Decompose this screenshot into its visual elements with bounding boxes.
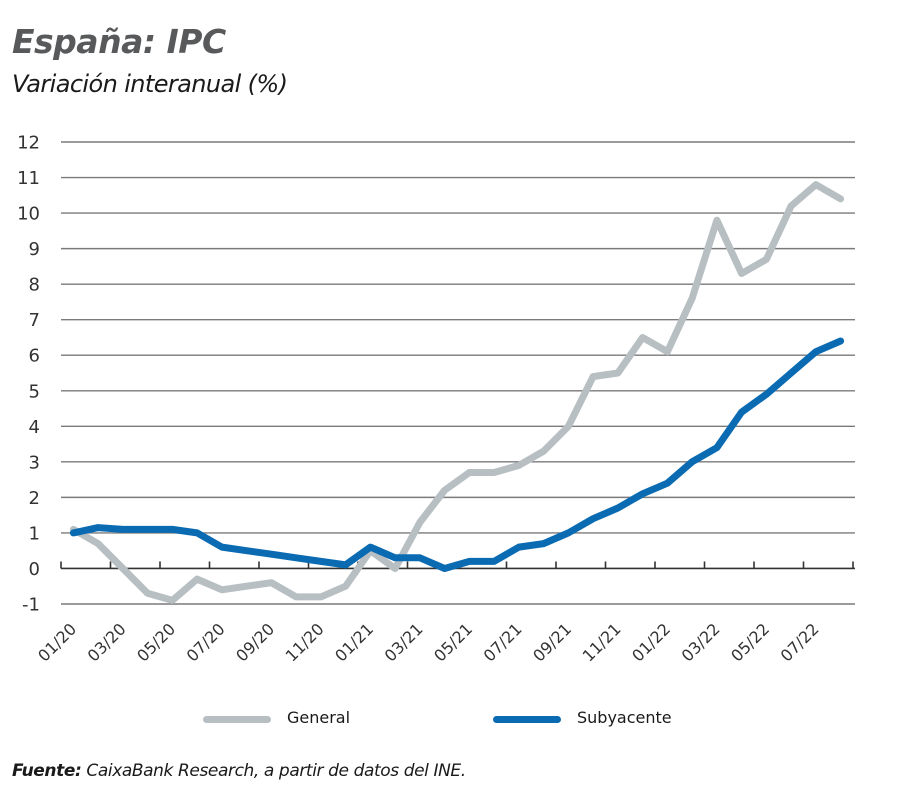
x-tick-label: 11/20 [282, 619, 328, 665]
x-tick-label: 09/20 [232, 619, 278, 665]
x-tick-label: 07/20 [183, 619, 229, 665]
x-tick-label: 03/22 [678, 619, 724, 665]
x-tick-label: 03/21 [381, 619, 427, 665]
x-tick-label: 01/21 [331, 619, 377, 665]
y-tick-label: 2 [29, 488, 40, 509]
x-axis-tick-labels: 01/20 03/20 05/20 07/20 09/20 11/20 01/21 03/21… [34, 619, 823, 665]
x-tick-label: 01/22 [628, 619, 674, 665]
y-tick-label: 10 [17, 204, 40, 225]
x-tick-label: 05/21 [430, 619, 476, 665]
y-tick-label: -1 [22, 595, 40, 616]
x-tick-label: 07/22 [777, 619, 823, 665]
source-label: Fuente: [12, 761, 82, 781]
y-tick-label: 1 [29, 523, 40, 544]
source-note: Fuente: CaixaBank Research, a partir de … [12, 761, 466, 781]
legend-label-general: General [287, 708, 351, 727]
x-tick-label: 01/20 [34, 619, 80, 665]
y-tick-label: 6 [29, 346, 40, 367]
y-tick-label: 11 [17, 168, 40, 189]
legend-swatch-subyacente [493, 716, 561, 723]
chart-subtitle: Variación interanual (%) [12, 70, 288, 98]
x-tick-label: 05/20 [133, 619, 179, 665]
series-line-subyacente [69, 337, 845, 572]
y-tick-label: 0 [29, 559, 40, 580]
y-tick-label: 9 [29, 239, 40, 260]
y-tick-label: 4 [29, 417, 40, 438]
y-tick-label: 3 [29, 452, 40, 473]
source-text: CaixaBank Research, a partir de datos de… [81, 761, 466, 781]
y-tick-label: 12 [17, 133, 40, 154]
x-tick-label: 11/21 [579, 619, 625, 665]
y-tick-label: 5 [29, 381, 40, 402]
gridlines [61, 141, 855, 605]
series-line-general [69, 181, 845, 604]
legend-label-subyacente: Subyacente [577, 708, 672, 727]
x-tick-label: 07/21 [480, 619, 526, 665]
x-tick-label: 05/22 [727, 619, 773, 665]
x-tick-label: 03/20 [84, 619, 130, 665]
x-tick-label: 09/21 [529, 619, 575, 665]
chart-title: España: IPC [12, 22, 226, 61]
y-tick-label: 8 [29, 275, 40, 296]
legend-swatch-general [203, 716, 271, 723]
series-lines [69, 181, 845, 604]
y-tick-label: 7 [29, 310, 40, 331]
